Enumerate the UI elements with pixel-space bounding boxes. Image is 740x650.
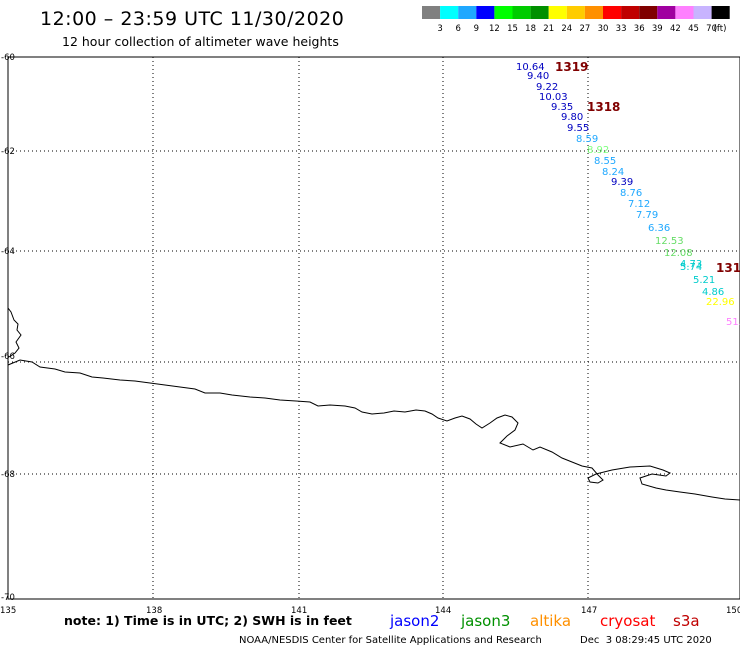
satellite-cryosat: cryosat — [600, 612, 655, 630]
legend-swatch — [621, 6, 640, 19]
wave-height-label: 8.92 — [587, 145, 609, 156]
lat-label: -62 — [1, 147, 15, 157]
legend-tick-label: 42 — [670, 24, 681, 34]
legend-tick-label: 70 — [706, 24, 717, 34]
color-legend: 3 6 9 12 15 18 21 24 27 30 33 36 39 42 45 70(ft) — [422, 6, 730, 34]
lat-lon-grid — [7, 56, 740, 600]
wave-height-label: 4.73 — [680, 259, 702, 270]
legend-swatch — [711, 6, 730, 19]
legend-tick-label: 45 — [688, 24, 699, 34]
lon-label: 147 — [581, 606, 597, 616]
wave-height-label: 9.40 — [527, 71, 549, 82]
legend-tick-label: 21 — [543, 24, 554, 34]
pass-number-label: 1318 — [587, 100, 620, 114]
wave-height-label: 8.59 — [576, 134, 598, 145]
satellite-s3a: s3a — [673, 612, 700, 630]
wave-height-label: 9.80 — [561, 112, 583, 123]
pass-number-label: 1319 — [555, 60, 588, 74]
wave-height-label: 5.74 — [680, 262, 702, 273]
wave-height-label: 7.12 — [628, 199, 650, 210]
wave-height-label: 5.21 — [693, 275, 715, 286]
wave-height-label: 12.08 — [664, 248, 693, 259]
legend-tick-label: 15 — [507, 24, 518, 34]
legend-swatch — [494, 6, 513, 19]
legend-swatch — [512, 6, 531, 19]
satellite-jason3: jason3 — [460, 612, 510, 630]
legend-tick-label: 30 — [598, 24, 609, 34]
satellite-altika: altika — [530, 612, 571, 630]
wave-height-label: 51. — [726, 317, 740, 328]
longitude-labels: 135 138 141 144 147 150 — [0, 606, 740, 616]
lon-label: 138 — [146, 606, 162, 616]
legend-swatch — [530, 6, 549, 19]
wave-height-label: 9.35 — [551, 102, 573, 113]
credit-text: NOAA/NESDIS Center for Satellite Applica… — [239, 635, 542, 646]
legend-tick-label: 39 — [652, 24, 663, 34]
legend-tick-label: 3 — [437, 24, 442, 34]
pass-number-labels: 1319 1318 131 — [555, 60, 740, 275]
wave-height-label: 7.79 — [636, 210, 658, 221]
legend-swatch — [566, 6, 585, 19]
legend-tick-label: 18 — [525, 24, 536, 34]
map-title: 12:00 – 23:59 UTC 11/30/2020 — [40, 8, 345, 30]
wave-height-label: 10.64 — [516, 62, 545, 73]
legend-tick-label: 33 — [616, 24, 627, 34]
legend-swatch — [584, 6, 603, 19]
lat-label: -60 — [1, 53, 15, 63]
satellite-jason2: jason2 — [389, 612, 439, 630]
map-subtitle: 12 hour collection of altimeter wave hei… — [62, 34, 339, 49]
lat-label: -70 — [1, 593, 15, 603]
wave-height-label: 9.22 — [536, 82, 558, 93]
legend-tick-label: 24 — [561, 24, 572, 34]
pass-number-label: 131 — [716, 261, 740, 275]
legend-tick-label: 27 — [579, 24, 590, 34]
lon-label: 141 — [291, 606, 307, 616]
legend-swatch — [422, 6, 441, 19]
latitude-labels: -60 -62 -64 -66 -68 -70 — [1, 53, 15, 603]
legend-tick-label: 6 — [455, 24, 460, 34]
lat-label: -68 — [1, 470, 15, 480]
wave-height-label: 12.53 — [655, 236, 684, 247]
footer-bar: note: 1) Time is in UTC; 2) SWH is in fe… — [64, 612, 712, 646]
wave-height-label: 9.55 — [567, 123, 589, 134]
legend-swatch — [440, 6, 459, 19]
wave-height-label: 8.76 — [620, 188, 642, 199]
antarctic-coastline — [7, 307, 740, 501]
legend-swatch — [458, 6, 477, 19]
legend-tick-label: 12 — [489, 24, 500, 34]
timestamp-text: Dec 3 08:29:45 UTC 2020 — [580, 635, 712, 646]
lat-label: -64 — [1, 247, 15, 257]
wave-height-labels: 10.649.409.2210.039.359.809.558.598.928.… — [516, 62, 740, 328]
legend-swatch — [693, 6, 712, 19]
wave-height-label: 4.86 — [702, 287, 724, 298]
legend-swatch — [476, 6, 495, 19]
legend-swatch — [675, 6, 694, 19]
coastline-main — [7, 359, 740, 501]
coastline-west-fragment — [7, 307, 22, 358]
legend-swatch — [548, 6, 567, 19]
wave-height-label: 8.24 — [602, 167, 624, 178]
wave-height-label: 10.03 — [539, 92, 568, 103]
lat-label: -66 — [1, 352, 15, 362]
legend-swatch — [657, 6, 676, 19]
legend-swatch — [639, 6, 658, 19]
legend-swatch — [603, 6, 622, 19]
wave-height-label: 8.55 — [594, 156, 616, 167]
wave-height-label: 22.96 — [706, 297, 735, 308]
lon-label: 144 — [435, 606, 451, 616]
wave-height-label: 6.36 — [648, 223, 670, 234]
legend-tick-label: 9 — [474, 24, 479, 34]
lon-label: 135 — [0, 606, 16, 616]
map-frame — [7, 56, 740, 600]
lon-label: 150 — [726, 606, 740, 616]
legend-tick-label: 36 — [634, 24, 645, 34]
footer-note: note: 1) Time is in UTC; 2) SWH is in fe… — [64, 613, 352, 628]
legend-unit: (ft) — [714, 24, 727, 34]
wave-height-label: 9.39 — [611, 177, 633, 188]
